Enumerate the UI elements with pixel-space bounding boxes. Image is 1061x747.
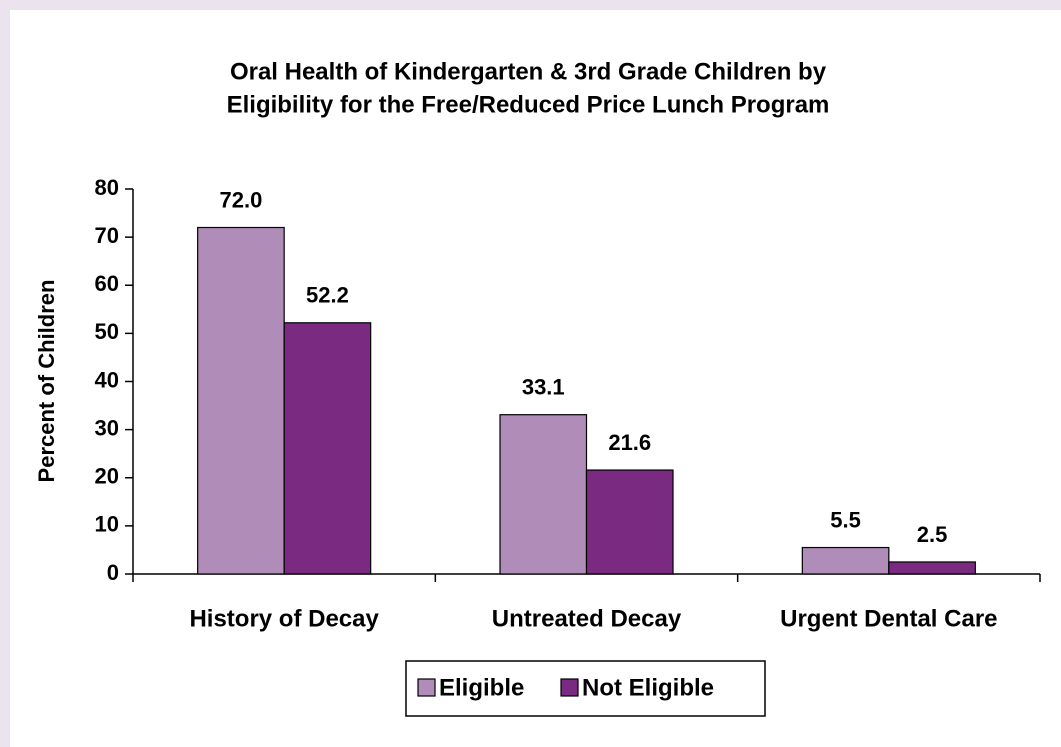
y-tick-label: 30 [95, 415, 119, 440]
value-label: 52.2 [306, 283, 349, 308]
y-axis-label: Percent of Children [34, 280, 59, 483]
legend-swatch [417, 678, 436, 697]
value-label: 2.5 [917, 522, 948, 547]
legend [405, 660, 766, 717]
x-tick-label: Untreated Decay [492, 605, 682, 632]
bar [585, 469, 674, 575]
chart-panel [10, 10, 1061, 747]
bar [197, 226, 285, 575]
x-tick-label: Urgent Dental Care [780, 605, 997, 632]
y-tick-label: 70 [95, 223, 119, 248]
y-tick-label: 80 [95, 175, 119, 200]
chart-title: Oral Health of Kindergarten & 3rd Grade … [230, 58, 827, 85]
bar [499, 414, 588, 575]
legend-label: Not Eligible [582, 674, 714, 701]
value-label: 72.0 [220, 187, 263, 212]
x-tick-label: History of Decay [189, 605, 379, 632]
y-tick-label: 50 [95, 319, 119, 344]
bar [283, 322, 372, 575]
bar [888, 561, 976, 575]
y-tick-label: 0 [107, 560, 119, 585]
y-tick-label: 60 [95, 271, 119, 296]
y-tick-label: 20 [95, 464, 119, 489]
value-label: 21.6 [608, 430, 651, 455]
y-tick-label: 10 [95, 512, 119, 537]
value-label: 33.1 [522, 375, 565, 400]
legend-swatch [560, 678, 579, 697]
value-label: 5.5 [830, 507, 861, 532]
bar [801, 546, 890, 575]
chart-title: Eligibility for the Free/Reduced Price L… [227, 91, 830, 118]
y-tick-label: 40 [95, 367, 119, 392]
legend-label: Eligible [439, 674, 524, 701]
